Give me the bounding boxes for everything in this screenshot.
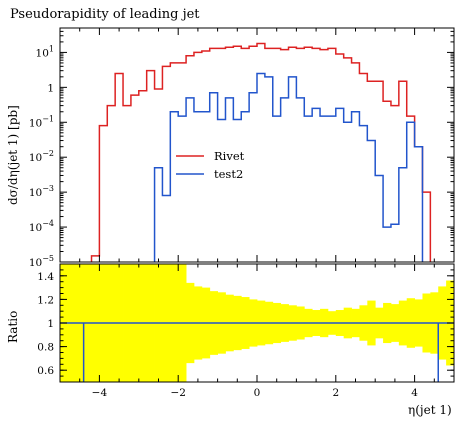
y-tick-exponent: −5 bbox=[42, 254, 54, 263]
ratio-series-group bbox=[60, 322, 454, 382]
y-tick-label: 10−1 bbox=[29, 114, 54, 129]
ratio-y-tick-label: 1 bbox=[47, 318, 54, 330]
main-frame bbox=[59, 27, 455, 263]
y-tick-label: 10−5 bbox=[29, 254, 54, 269]
y-tick-exponent: 1 bbox=[49, 44, 54, 53]
x-tick-label: 4 bbox=[411, 387, 418, 399]
y-tick-exponent: −4 bbox=[42, 219, 54, 228]
ratio-y-tick-label: 1.4 bbox=[37, 271, 54, 283]
y-tick-exponent: −1 bbox=[42, 114, 54, 123]
x-axis-label: η(jet 1) bbox=[408, 403, 452, 417]
legend: Rivet test2 bbox=[176, 149, 245, 181]
series-group bbox=[90, 42, 432, 262]
ratio-y-tick-label: 1.2 bbox=[37, 294, 54, 306]
y-tick-label: 1 bbox=[47, 82, 54, 94]
x-tick-label: −2 bbox=[170, 387, 185, 399]
chart-title: Pseudorapidity of leading jet bbox=[10, 7, 200, 22]
series-line-test2 bbox=[153, 72, 424, 262]
x-tick-label: 0 bbox=[254, 387, 261, 399]
x-tick-label: −4 bbox=[92, 387, 108, 399]
y-tick-exponent: −3 bbox=[42, 184, 54, 193]
y-tick-label: 101 bbox=[36, 44, 54, 59]
x-tick-label: 2 bbox=[332, 387, 339, 399]
y-tick-label: 10−3 bbox=[29, 184, 54, 199]
y-axis-label: dσ/dη(jet 1) [pb] bbox=[6, 105, 20, 205]
ratio-y-tick-label: 0.6 bbox=[37, 365, 54, 377]
y-tick-exponent: −2 bbox=[42, 149, 54, 158]
series-line-rivet bbox=[90, 42, 432, 262]
legend-label-test2: test2 bbox=[214, 167, 243, 181]
x-ticks: −4 −2 0 2 4 bbox=[59, 264, 455, 399]
ratio-y-ticks: 0.6 0.8 1 1.2 1.4 bbox=[37, 263, 454, 383]
ratio-y-tick-label: 0.8 bbox=[37, 342, 54, 354]
y-tick-label: 10−4 bbox=[29, 219, 54, 234]
y-tick-label: 10−2 bbox=[29, 149, 54, 164]
ratio-panel: −4 −2 0 2 4 0.6 0.8 1 1.2 1.4 bbox=[37, 263, 455, 399]
legend-label-rivet: Rivet bbox=[214, 149, 245, 163]
ratio-y-axis-label: Ratio bbox=[6, 311, 20, 343]
